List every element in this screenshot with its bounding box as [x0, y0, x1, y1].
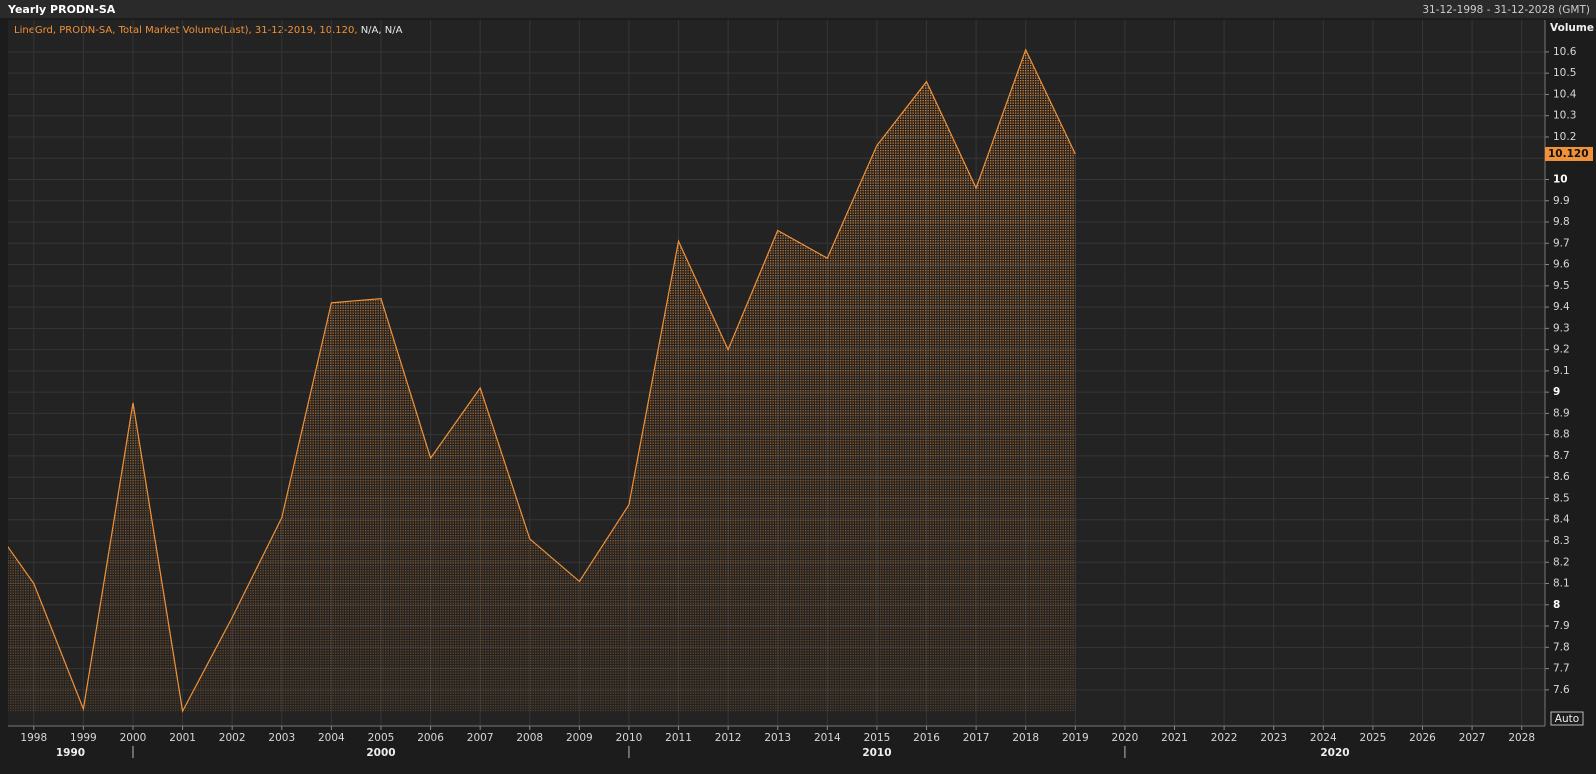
y-tick-label: 10.3 [1553, 110, 1576, 122]
y-tick-label: 9.9 [1553, 195, 1570, 207]
y-tick-label: 7.8 [1553, 641, 1570, 653]
x-tick-label: 2006 [417, 732, 444, 744]
auto-button-label[interactable]: Auto [1555, 713, 1579, 725]
y-tick-label: 10.4 [1553, 88, 1577, 100]
y-tick-label: 8.7 [1553, 450, 1570, 462]
header-bar [0, 0, 1596, 18]
x-tick-label: 2016 [913, 732, 940, 744]
auto-button-frame[interactable] [1550, 711, 1584, 726]
y-tick-label: 10.5 [1553, 67, 1576, 79]
y-tick-label: 9.7 [1553, 237, 1570, 249]
y-tick-label: 7.9 [1553, 620, 1570, 632]
y-tick-label: 8.2 [1553, 556, 1570, 568]
x-tick-label: 2004 [318, 732, 345, 744]
x-tick-label: 2024 [1310, 732, 1337, 744]
x-tick-label: 2000 [120, 732, 147, 744]
y-tick-label: 9.3 [1553, 322, 1570, 334]
y-tick-label: 10.2 [1553, 131, 1576, 143]
decade-label: 2010 [862, 747, 891, 759]
x-tick-label: 2020 [1112, 732, 1139, 744]
x-tick-label: 1999 [70, 732, 97, 744]
x-tick-label: 2027 [1459, 732, 1486, 744]
x-tick-label: 2009 [566, 732, 593, 744]
y-tick-label: 9.1 [1553, 365, 1570, 377]
y-tick-label: 9.5 [1553, 280, 1570, 292]
y-tick-label: 8.4 [1553, 514, 1570, 526]
y-tick-label: 8.9 [1553, 407, 1570, 419]
y-tick-label: 9.2 [1553, 344, 1570, 356]
x-tick-label: 2010 [616, 732, 643, 744]
y-tick-label: 9.8 [1553, 216, 1570, 228]
y-tick-label: 8.3 [1553, 535, 1570, 547]
auto-button[interactable]: Auto [1550, 711, 1584, 726]
x-tick-label: 2013 [764, 732, 791, 744]
legend: LineGrd, PRODN-SA, Total Market Volume(L… [14, 25, 403, 36]
series [8, 48, 1076, 713]
y-tick-label: 8.8 [1553, 429, 1570, 441]
decade-label: 2020 [1320, 747, 1349, 759]
x-tick-label: 2021 [1161, 732, 1188, 744]
date-range: 31-12-1998 - 31-12-2028 (GMT) [1422, 4, 1590, 16]
x-tick-label: 2002 [219, 732, 246, 744]
x-tick-label: 2023 [1260, 732, 1287, 744]
y-tick-label: 9.6 [1553, 259, 1570, 271]
x-tick-label: 2015 [864, 732, 891, 744]
chart-title: Yearly PRODN-SA [7, 3, 116, 16]
y-tick-label: 8 [1553, 599, 1560, 611]
x-tick-label: 2014 [814, 732, 841, 744]
x-tick-label: 2028 [1508, 732, 1535, 744]
x-tick-label: 2003 [268, 732, 295, 744]
x-tick-label: 2011 [665, 732, 692, 744]
legend-series: LineGrd, PRODN-SA, Total Market Volume(L… [14, 25, 358, 36]
line [8, 48, 1076, 713]
decade-label: 2000 [366, 747, 395, 759]
x-tick-label: 2018 [1012, 732, 1039, 744]
x-tick-label: 2019 [1062, 732, 1089, 744]
y-tick-label: 9 [1553, 386, 1560, 398]
area-fill [8, 49, 1076, 712]
last-value-label: 10.120 [1548, 148, 1589, 160]
y-tick-label: 10.6 [1553, 46, 1577, 58]
decade-label: 1990 [56, 747, 85, 759]
last-value-tag [1545, 146, 1593, 161]
legend-extra: N/A, N/A [361, 25, 403, 36]
x-tick-label: 2026 [1409, 732, 1436, 744]
y-tick-label: 8.6 [1553, 471, 1570, 483]
x-tick-label: 2005 [368, 732, 395, 744]
x-tick-label: 2008 [516, 732, 543, 744]
y-axis-label: Volume [1550, 22, 1594, 34]
y-tick-label: 10 [1553, 173, 1568, 185]
x-tick-label: 2001 [169, 732, 196, 744]
y-tick-label: 8.5 [1553, 492, 1570, 504]
y-tick-label: 7.6 [1553, 684, 1570, 696]
y-tick-label: 8.1 [1553, 578, 1570, 590]
x-tick-label: 2022 [1211, 732, 1238, 744]
x-tick-label: 1998 [20, 732, 47, 744]
y-tick-label: 9.4 [1553, 301, 1570, 313]
x-tick-label: 2007 [467, 732, 494, 744]
x-tick-label: 2025 [1360, 732, 1387, 744]
x-tick-label: 2012 [715, 732, 742, 744]
y-tick-label: 7.7 [1553, 663, 1570, 675]
x-tick-label: 2017 [963, 732, 990, 744]
